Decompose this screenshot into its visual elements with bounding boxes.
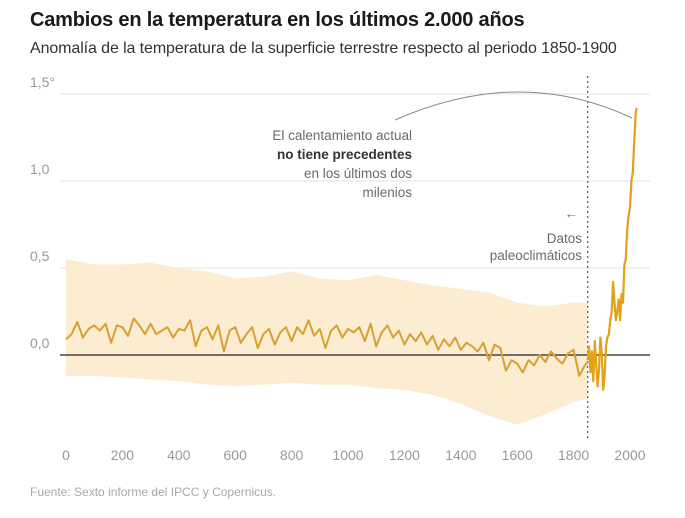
x-tick-label: 1400	[445, 447, 476, 463]
x-tick-label: 1200	[389, 447, 420, 463]
annotation-warming-line-2: no tiene precedentes	[277, 147, 412, 162]
temperature-chart: 0,0 0,5 1,0 1,5° 0 200 400 600 800 1000 1200 1400 1…	[30, 74, 650, 463]
paleo-temperature-line	[65, 317, 589, 377]
y-tick-label: 1,0	[30, 161, 50, 177]
source-note: Fuente: Sexto informe del IPCC y Coperni…	[30, 485, 277, 499]
chart-title: Cambios en la temperatura en los últimos…	[30, 9, 525, 31]
annotation-warming-line-4: milenios	[362, 185, 412, 200]
instrumental-temperature-line	[586, 107, 638, 391]
x-tick-label: 200	[111, 447, 135, 463]
annotation-paleo-line-1: Datos	[547, 231, 583, 246]
x-axis-labels: 0 200 400 600 800 1000 1200 1400 1600 1800 2000	[62, 447, 646, 463]
y-tick-label: 1,5°	[30, 74, 55, 90]
annotation-arc	[394, 91, 633, 121]
annotation-warming-line-3: en los últimos dos	[304, 166, 412, 181]
x-tick-label: 1600	[502, 447, 533, 463]
y-axis-labels: 0,0 0,5 1,0 1,5°	[30, 74, 55, 351]
annotation-paleo-line-2: paleoclimáticos	[490, 248, 583, 263]
y-tick-label: 0,0	[30, 335, 50, 351]
y-tick-label: 0,5	[30, 248, 50, 264]
x-tick-label: 1800	[558, 447, 589, 463]
x-tick-label: 0	[62, 447, 70, 463]
annotation-warming-line-1: El calentamiento actual	[272, 128, 412, 143]
x-tick-label: 400	[167, 447, 191, 463]
x-tick-label: 600	[224, 447, 248, 463]
x-tick-label: 800	[280, 447, 304, 463]
x-tick-label: 1000	[332, 447, 363, 463]
x-tick-label: 2000	[614, 447, 645, 463]
paleo-arrow-icon: ←	[565, 206, 579, 221]
chart-subtitle: Anomalía de la temperatura de la superfi…	[30, 40, 617, 57]
